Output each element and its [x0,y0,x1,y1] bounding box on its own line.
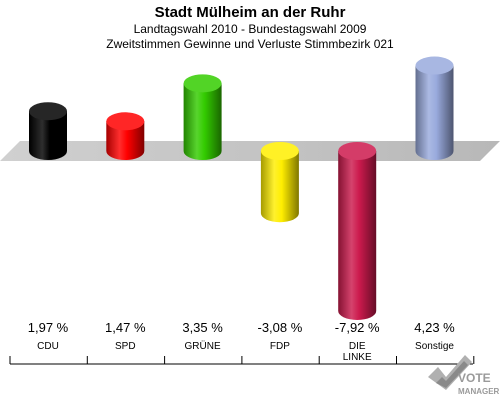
bar-top-sonstige [415,56,454,75]
bar-body-die-linke [338,151,377,320]
bar-body-grüne [183,83,222,160]
checkmark-icon [428,355,472,390]
bar-top-cdu [29,102,67,121]
value-label-fdp: -3,08 % [257,320,302,335]
bar-top-fdp [260,142,299,160]
logo-line1: VOTE [458,371,491,385]
chart-subtitle-2: Zweitstimmen Gewinne und Verluste Stimmb… [106,37,394,51]
category-label-die-linke: DIE LINKE [343,341,372,363]
value-label-sonstige: 4,23 % [414,320,455,335]
category-label-grüne: GRÜNE [185,340,221,352]
bar-body-sonstige [415,65,454,160]
chart-title: Stadt Mülheim an der Ruhr [154,4,346,21]
bar-spd [106,112,145,160]
bar-grüne [183,74,222,160]
vote-manager-logo: VOTE MANAGER [428,355,500,396]
bar-die-linke [338,142,377,320]
category-label-cdu: CDU [37,341,59,352]
bars-group [29,56,454,320]
logo-line2: MANAGER [458,387,500,396]
bar-body-cdu [29,111,67,160]
bar-cdu [29,102,67,160]
bar-body-fdp [260,151,299,223]
bar-body-spd [106,121,145,160]
bar-sonstige [415,56,454,160]
value-labels-group: 1,97 % 1,47 % 3,35 % -3,08 % -7,92 % 4,23 % [28,320,455,335]
value-label-spd: 1,47 % [105,320,146,335]
category-label-sonstige: Sonstige [415,341,454,352]
value-label-grüne: 3,35 % [182,320,223,335]
value-label-die-linke: -7,92 % [335,320,380,335]
chart-subtitle-1: Landtagswahl 2010 - Bundestagswahl 2009 [133,22,367,36]
value-label-cdu: 1,97 % [28,320,69,335]
category-label-spd: SPD [115,341,136,352]
category-label-fdp: FDP [270,341,290,352]
category-axis: CDU SPD GRÜNE FDP DIE LINKE Sonstige [9,340,475,365]
bar-fdp [260,142,299,223]
bar-top-die-linke [338,142,377,160]
bar-top-spd [106,112,145,131]
bar-top-grüne [183,74,222,93]
